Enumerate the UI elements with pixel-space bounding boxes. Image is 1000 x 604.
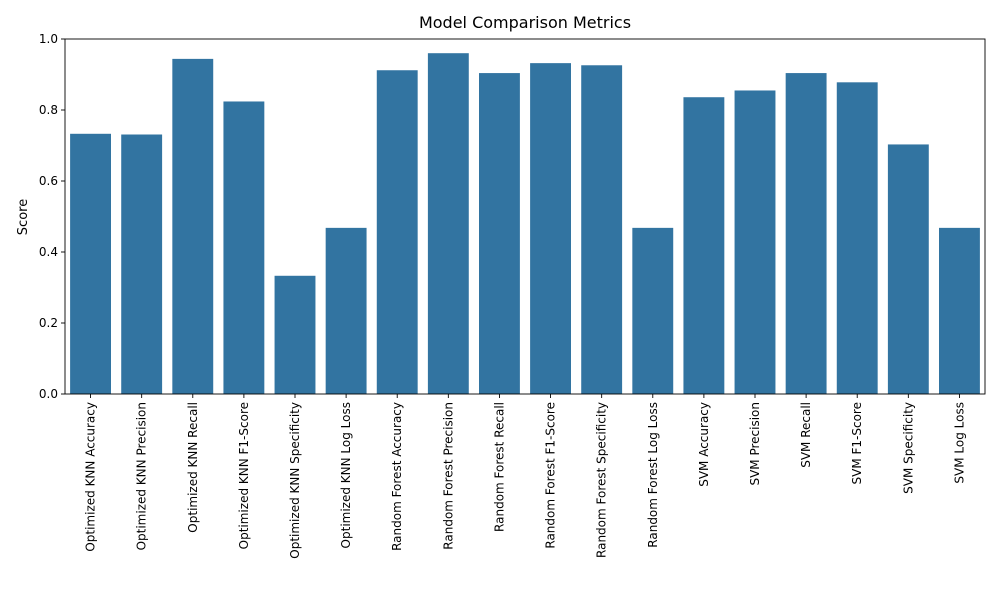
x-tick-label: Random Forest Log Loss [646,402,660,548]
x-tick-label: Optimized KNN Recall [186,402,200,533]
x-tick-label: SVM Recall [799,402,813,468]
bar [785,73,827,394]
bar [939,227,980,394]
bar [530,63,571,394]
x-tick-label: Optimized KNN Log Loss [339,402,353,548]
bar [479,73,520,394]
y-tick-label: 0.6 [39,174,58,188]
x-axis: Optimized KNN Accuracy Optimized KNN Prec… [84,394,966,559]
bar [581,65,623,395]
bars-layer [70,53,980,395]
x-tick-label: Random Forest Precision [441,402,455,550]
bar [376,70,418,395]
y-tick-label: 0.2 [39,316,58,330]
x-tick-label: SVM Precision [748,402,762,486]
bar [70,133,111,395]
bar [274,275,316,394]
plot-frame [64,38,986,395]
chart-title: Model Comparison Metrics [419,13,631,32]
bar [427,53,469,394]
x-tick-label: SVM Log Loss [952,402,966,484]
y-axis: 0.0 0.2 0.4 0.6 0.8 1.0 [39,32,65,401]
bar [836,82,878,394]
x-tick-label: Random Forest Specificity [595,402,609,558]
bar [683,97,725,394]
bar [887,144,929,394]
bar [172,58,214,394]
x-tick-label: Optimized KNN Precision [135,402,149,550]
bar [734,90,776,394]
y-tick-label: 0.4 [39,245,58,259]
x-tick-label: Random Forest Accuracy [390,402,404,551]
bar [632,227,674,394]
x-tick-label: Random Forest F1-Score [544,402,558,549]
y-tick-label: 0.0 [39,387,58,401]
x-tick-label: SVM F1-Score [850,402,864,484]
x-tick-label: Random Forest Recall [492,402,506,532]
bar [325,227,367,394]
bar [223,101,265,394]
x-tick-label: Optimized KNN Accuracy [84,402,98,552]
x-tick-label: Optimized KNN F1-Score [237,402,251,549]
y-tick-label: 0.8 [39,103,58,117]
x-tick-label: SVM Specificity [901,402,915,494]
bar [121,134,163,394]
x-tick-label: Optimized KNN Specificity [288,402,302,559]
y-tick-label: 1.0 [39,32,58,46]
x-tick-label: SVM Accuracy [697,402,711,487]
y-axis-label: Score [16,199,31,235]
